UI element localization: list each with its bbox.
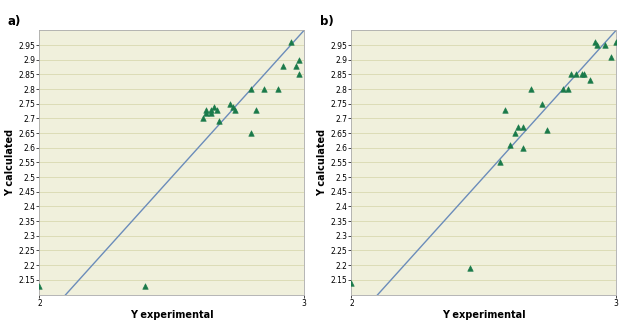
Point	[526, 86, 536, 92]
Point	[510, 130, 520, 136]
Point	[207, 110, 217, 115]
Point	[537, 101, 547, 106]
Y-axis label: Y calculated: Y calculated	[6, 129, 16, 196]
Point	[579, 72, 589, 77]
Point	[212, 107, 222, 112]
Point	[246, 86, 256, 92]
Point	[572, 72, 582, 77]
Point	[34, 283, 44, 288]
Point	[500, 107, 510, 112]
Point	[201, 110, 211, 115]
Point	[611, 39, 621, 45]
Point	[600, 42, 610, 48]
Point	[606, 54, 616, 59]
Point	[278, 63, 288, 68]
Point	[228, 104, 238, 109]
Point	[214, 119, 224, 124]
Point	[563, 86, 573, 92]
Point	[466, 265, 475, 271]
Point	[291, 63, 301, 68]
Y-axis label: Y calculated: Y calculated	[318, 129, 328, 196]
Point	[593, 42, 603, 48]
Point	[273, 86, 283, 92]
Point	[201, 107, 211, 112]
Point	[246, 130, 256, 136]
Point	[513, 125, 523, 130]
Point	[198, 116, 208, 121]
Point	[207, 107, 217, 112]
Point	[294, 72, 304, 77]
Point	[577, 72, 587, 77]
Text: b): b)	[319, 15, 333, 28]
Point	[585, 78, 595, 83]
X-axis label: Y experimental: Y experimental	[442, 310, 525, 320]
Point	[260, 86, 270, 92]
Point	[558, 86, 568, 92]
Point	[519, 125, 529, 130]
Point	[286, 39, 296, 45]
Text: a): a)	[7, 15, 21, 28]
Point	[505, 142, 515, 147]
Point	[590, 39, 600, 45]
Point	[542, 127, 552, 133]
Point	[251, 107, 261, 112]
X-axis label: Y experimental: Y experimental	[130, 310, 213, 320]
Point	[495, 160, 505, 165]
Point	[566, 72, 576, 77]
Point	[230, 107, 240, 112]
Point	[209, 104, 219, 109]
Point	[346, 280, 356, 285]
Point	[519, 145, 529, 150]
Point	[140, 283, 150, 288]
Point	[294, 57, 304, 62]
Point	[225, 101, 235, 106]
